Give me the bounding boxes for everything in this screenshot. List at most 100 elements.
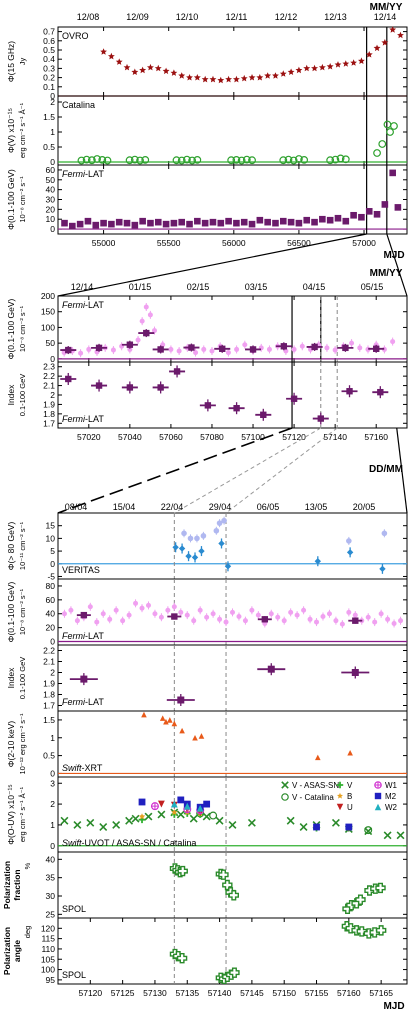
legend-entry: V - Catalina bbox=[281, 793, 334, 802]
data-point bbox=[143, 329, 150, 337]
data-point bbox=[100, 48, 107, 55]
data-point bbox=[342, 217, 350, 225]
data-point bbox=[311, 218, 318, 226]
data-point bbox=[76, 220, 84, 228]
light-data-point bbox=[223, 619, 229, 625]
light-data-point bbox=[209, 348, 215, 354]
uvot-data-point bbox=[196, 804, 204, 812]
x-tick-label: 57160 bbox=[337, 988, 361, 998]
panel-label: SPOL bbox=[62, 970, 86, 980]
y-tick-label: 1.5 bbox=[43, 715, 55, 725]
data-point bbox=[237, 156, 246, 165]
data-point bbox=[98, 155, 107, 164]
data-point bbox=[159, 715, 166, 721]
data-point bbox=[365, 51, 373, 58]
x-tick-label: 57155 bbox=[305, 988, 329, 998]
panel-label: Fermi-LAT bbox=[62, 300, 104, 310]
uvot-data-point bbox=[131, 814, 140, 823]
data-point bbox=[177, 156, 186, 165]
light-data-point bbox=[268, 611, 274, 617]
bottom-top-axis-tick-label: 15/04 bbox=[113, 502, 136, 512]
zoom-connector-left-bottom bbox=[57, 427, 293, 514]
light-data-point bbox=[225, 350, 231, 356]
data-point bbox=[191, 554, 199, 561]
data-point bbox=[356, 926, 367, 937]
y-tick-label: 0 bbox=[50, 841, 55, 851]
series-v-catalina bbox=[196, 809, 373, 835]
light-data-point bbox=[181, 530, 187, 537]
mid-top-axis-tick-label: 03/15 bbox=[245, 282, 268, 292]
data-point bbox=[217, 76, 225, 84]
data-point bbox=[397, 31, 404, 39]
y-tick-label: 0 bbox=[50, 91, 55, 101]
legend-entry: W1 bbox=[374, 781, 398, 790]
light-data-point bbox=[217, 616, 223, 622]
y-tick-label: 0.5 bbox=[43, 751, 55, 761]
y-tick-label: 0.7 bbox=[43, 27, 55, 37]
uvot-data-point bbox=[138, 798, 146, 806]
y-tick-label: 60 bbox=[46, 595, 56, 605]
uvot-data-point bbox=[99, 823, 108, 831]
data-point bbox=[248, 156, 256, 165]
light-data-point bbox=[68, 607, 74, 613]
data-point bbox=[373, 210, 381, 218]
data-point bbox=[65, 375, 72, 383]
mid-top-axis-unit: MM/YY bbox=[370, 268, 403, 279]
data-point bbox=[342, 344, 349, 352]
y-tick-label: 1.8 bbox=[43, 690, 55, 700]
dashed-connector bbox=[225, 427, 338, 514]
y-axis-unit: erg cm⁻² s⁻¹ Å⁻¹ bbox=[18, 102, 27, 158]
uvot-data-point bbox=[202, 812, 211, 821]
bottom-top-axis-tick-label: 22/04 bbox=[161, 502, 184, 512]
uvot-data-point bbox=[86, 818, 95, 827]
light-data-point bbox=[281, 618, 287, 624]
data-point bbox=[227, 156, 236, 165]
y-tick-label: 0 bbox=[50, 559, 55, 569]
y-tick-label: 80 bbox=[46, 581, 56, 591]
data-point bbox=[326, 63, 334, 70]
mid-top-axis-tick-label: 12/14 bbox=[71, 282, 94, 292]
light-data-point bbox=[294, 612, 300, 618]
zoom-connector-right bbox=[386, 233, 408, 297]
data-point bbox=[95, 344, 103, 352]
data-point bbox=[300, 155, 309, 164]
uvot-data-point bbox=[364, 827, 373, 836]
data-point bbox=[326, 216, 334, 224]
data-point bbox=[365, 208, 373, 215]
y-axis-label: Φ(0.1-100 GeV) bbox=[6, 582, 16, 643]
x-tick-label: 57060 bbox=[159, 432, 183, 442]
data-point bbox=[178, 72, 186, 79]
light-data-point bbox=[299, 343, 305, 349]
data-point bbox=[100, 219, 107, 227]
light-data-point bbox=[107, 616, 113, 622]
legend-label: M2 bbox=[385, 792, 397, 801]
light-data-point bbox=[61, 611, 67, 617]
data-point bbox=[188, 156, 197, 165]
y-axis-unit: 10⁻⁸ cm⁻² s⁻¹ bbox=[18, 588, 27, 635]
light-data-point bbox=[242, 618, 248, 624]
light-data-point bbox=[74, 618, 80, 624]
data-point bbox=[315, 754, 321, 761]
data-point bbox=[240, 74, 248, 82]
panel-catalina: 0 0.5 1 1.5 2 Φ(V) x10⁻¹⁵ erg cm⁻² s⁻¹ Å⁻¹ Cata… bbox=[6, 95, 408, 167]
series-w2 bbox=[170, 800, 204, 812]
data-point bbox=[383, 120, 392, 129]
data-point bbox=[69, 222, 76, 230]
light-data-point bbox=[145, 602, 151, 608]
uvot-data-point bbox=[157, 810, 166, 819]
light-data-point bbox=[200, 533, 207, 539]
x-tick-label: 57100 bbox=[241, 432, 265, 442]
data-point bbox=[218, 869, 229, 880]
light-data-point bbox=[113, 607, 119, 613]
y-axis-unit: erg cm⁻² s⁻¹ Å⁻¹ bbox=[18, 786, 27, 842]
y-tick-label: 0.3 bbox=[43, 63, 55, 73]
light-data-point bbox=[147, 312, 153, 318]
uvot-data-point bbox=[286, 816, 295, 825]
light-data-point bbox=[275, 614, 281, 620]
light-data-point bbox=[176, 348, 182, 354]
panel-index_zoom: 1.71.81.922.12.2 Index 0.1-100 GeV Fermi-LA… bbox=[6, 644, 408, 712]
data-point bbox=[209, 75, 217, 83]
panel-uvot: 0 1 2 3 Φ(O-UV) x10⁻¹⁵ erg cm⁻² s⁻¹ Å⁻¹ Swift-… bbox=[6, 776, 408, 853]
y-tick-label: 1 bbox=[50, 820, 55, 830]
light-data-point bbox=[86, 346, 92, 352]
